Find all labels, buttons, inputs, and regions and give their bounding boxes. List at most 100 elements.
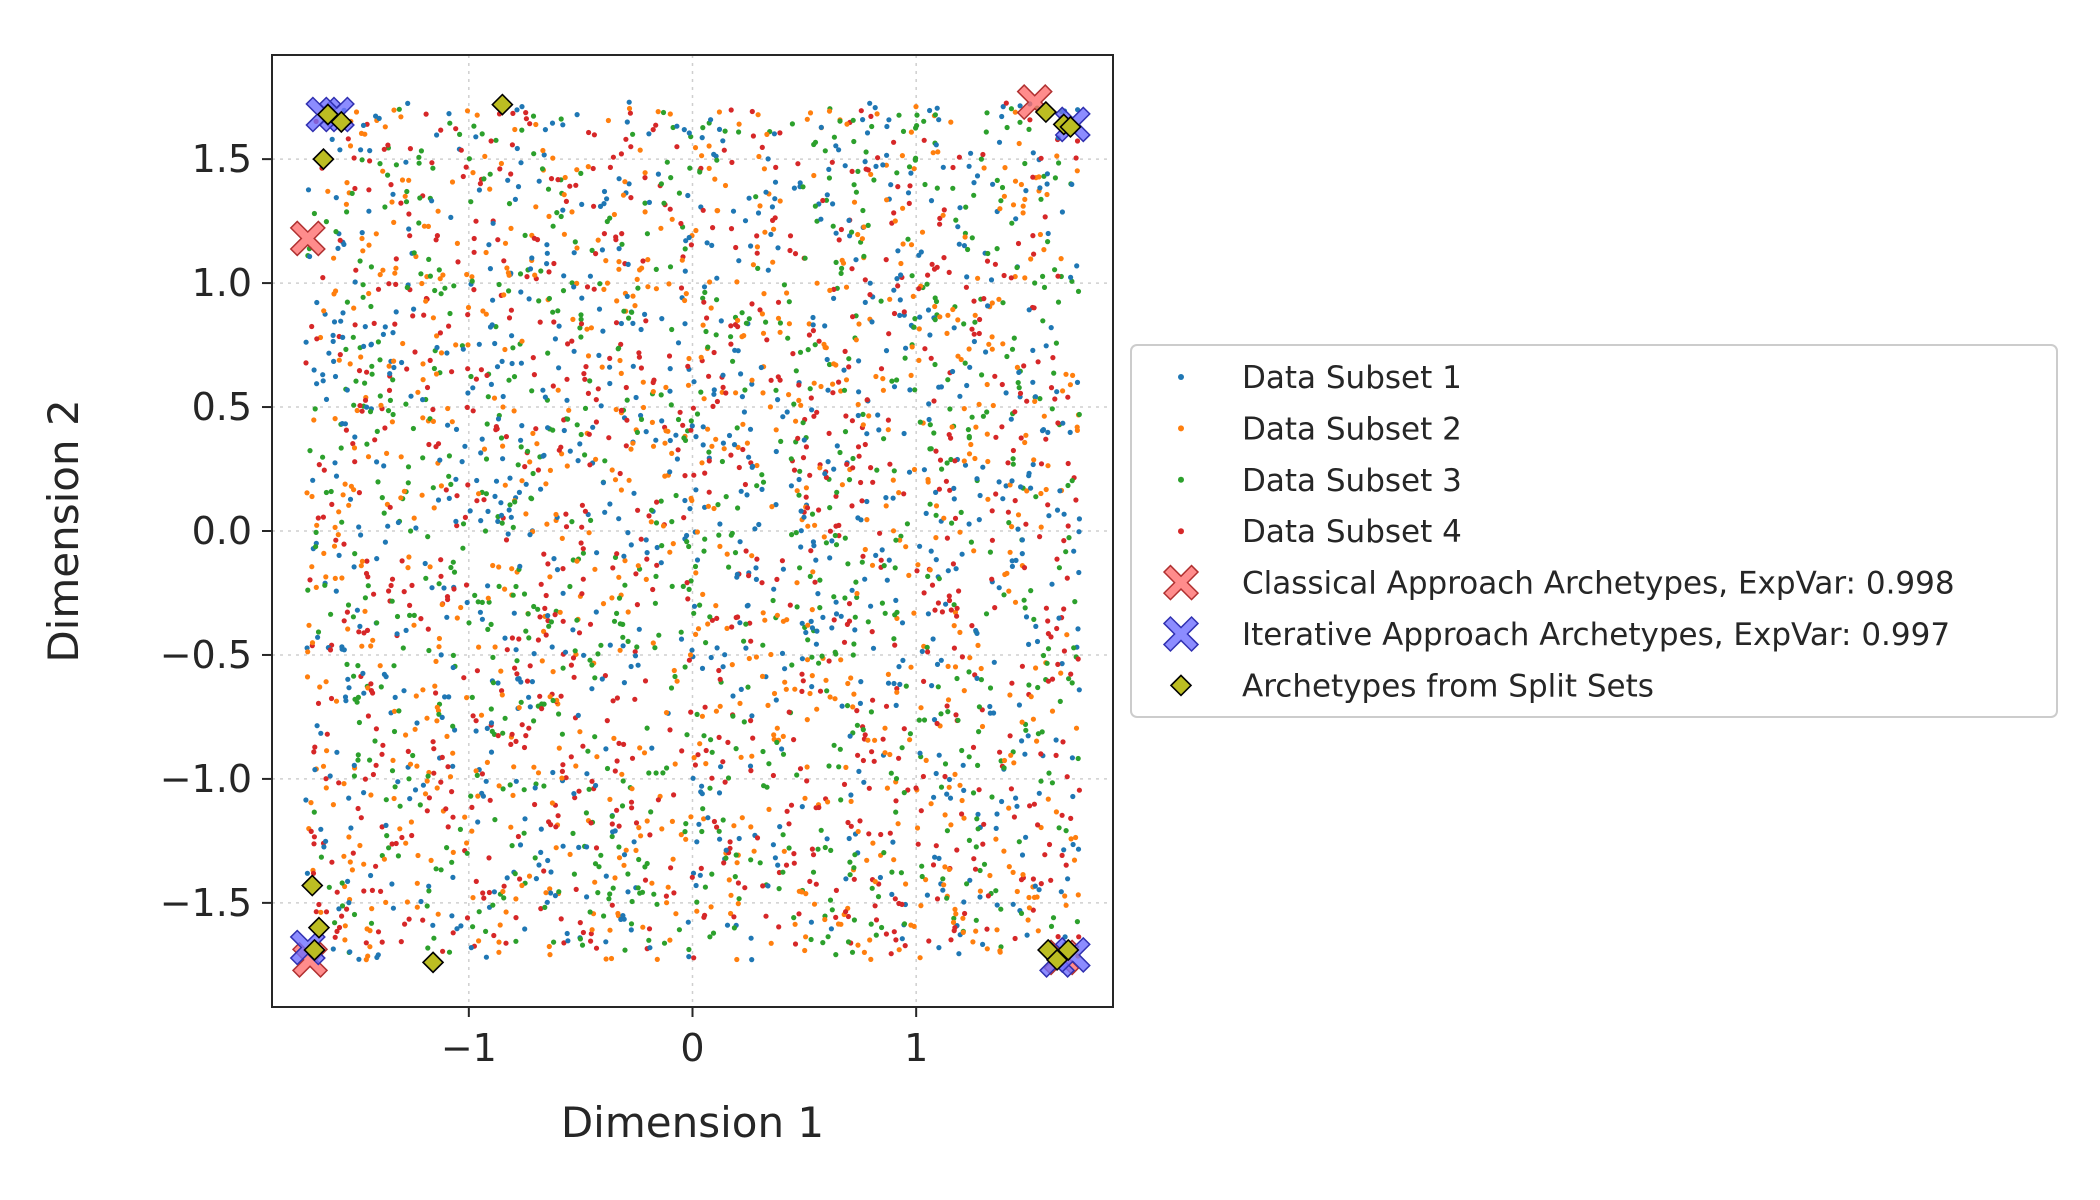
scatter-point: [664, 159, 670, 165]
scatter-point: [385, 523, 391, 529]
scatter-point: [930, 636, 936, 642]
scatter-point: [438, 573, 444, 579]
scatter-point: [694, 908, 700, 914]
scatter-point: [599, 247, 606, 253]
scatter-point: [759, 144, 765, 150]
scatter-point: [698, 354, 704, 360]
scatter-point: [483, 778, 489, 784]
scatter-point: [561, 417, 567, 423]
scatter-point: [985, 250, 991, 257]
scatter-point: [868, 956, 874, 963]
legend-label: Classical Approach Archetypes, ExpVar: 0…: [1242, 566, 1955, 602]
scatter-point: [1045, 678, 1051, 684]
scatter-point: [490, 297, 496, 303]
scatter-point: [849, 168, 855, 174]
scatter-point: [536, 862, 542, 868]
scatter-point: [393, 265, 399, 271]
scatter-point: [931, 398, 937, 404]
scatter-point: [1030, 876, 1036, 882]
scatter-point: [345, 602, 352, 608]
scatter-point: [1039, 428, 1046, 434]
scatter-point: [721, 860, 727, 866]
scatter-point: [431, 365, 437, 372]
scatter-point: [509, 635, 515, 641]
scatter-point: [686, 946, 692, 953]
scatter-point: [833, 887, 840, 894]
scatter-point: [574, 617, 580, 623]
scatter-point: [702, 704, 708, 710]
scatter-point: [367, 757, 373, 763]
scatter-point: [633, 394, 639, 401]
scatter-point: [356, 368, 363, 374]
scatter-point: [914, 112, 920, 118]
scatter-point: [339, 880, 345, 886]
scatter-point: [890, 839, 896, 845]
scatter-point: [695, 626, 702, 632]
scatter-point: [339, 913, 345, 919]
scatter-point: [735, 444, 741, 450]
scatter-point: [891, 287, 897, 293]
scatter-point: [552, 893, 559, 899]
scatter-point: [1042, 214, 1048, 220]
scatter-point: [561, 940, 567, 946]
scatter-point: [434, 718, 440, 724]
scatter-point: [770, 772, 777, 779]
scatter-point: [437, 457, 443, 463]
scatter-point: [775, 299, 782, 305]
scatter-point: [311, 809, 317, 815]
scatter-point: [791, 401, 797, 407]
scatter-point: [857, 700, 864, 707]
scatter-point: [561, 427, 567, 434]
scatter-point: [814, 280, 820, 286]
scatter-point: [505, 177, 511, 183]
scatter-point: [987, 872, 993, 879]
scatter-point: [510, 110, 516, 116]
scatter-point: [513, 583, 519, 590]
scatter-point: [478, 518, 484, 524]
scatter-point: [541, 701, 547, 707]
scatter-point: [342, 421, 348, 427]
scatter-point: [950, 164, 956, 171]
scatter-point: [531, 718, 537, 724]
scatter-point: [934, 105, 940, 111]
scatter-point: [614, 551, 620, 557]
legend-label: Data Subset 1: [1242, 360, 1462, 396]
scatter-point: [797, 766, 804, 772]
scatter-point: [586, 786, 592, 792]
scatter-point: [550, 309, 556, 315]
scatter-point: [600, 480, 607, 486]
scatter-point: [367, 944, 373, 950]
scatter-point: [1019, 738, 1025, 744]
scatter-point: [1035, 928, 1041, 934]
scatter-point: [309, 640, 316, 646]
scatter-point: [321, 467, 327, 473]
scatter-point: [616, 516, 622, 522]
scatter-point: [331, 543, 338, 549]
scatter-point: [1006, 805, 1012, 811]
scatter-point: [736, 835, 742, 842]
scatter-point: [899, 620, 906, 626]
scatter-point: [359, 230, 365, 236]
scatter-point: [398, 200, 404, 206]
scatter-point: [411, 612, 417, 619]
scatter-point: [640, 404, 647, 411]
scatter-point: [430, 485, 436, 491]
scatter-point: [699, 783, 705, 789]
scatter-point: [856, 453, 862, 459]
classical-archetype-marker: [289, 220, 326, 257]
scatter-point: [612, 768, 618, 774]
scatter-point: [883, 257, 889, 263]
scatter-point: [554, 567, 561, 573]
scatter-point: [653, 266, 659, 272]
scatter-point: [473, 718, 479, 724]
scatter-point: [726, 432, 733, 439]
scatter-point: [900, 128, 907, 134]
scatter-point: [1030, 461, 1036, 468]
scatter-point: [311, 749, 317, 755]
scatter-point: [314, 723, 320, 729]
scatter-point: [615, 910, 621, 917]
scatter-point: [831, 134, 838, 140]
scatter-point: [638, 416, 645, 422]
scatter-point: [834, 489, 840, 495]
scatter-point: [630, 320, 636, 326]
